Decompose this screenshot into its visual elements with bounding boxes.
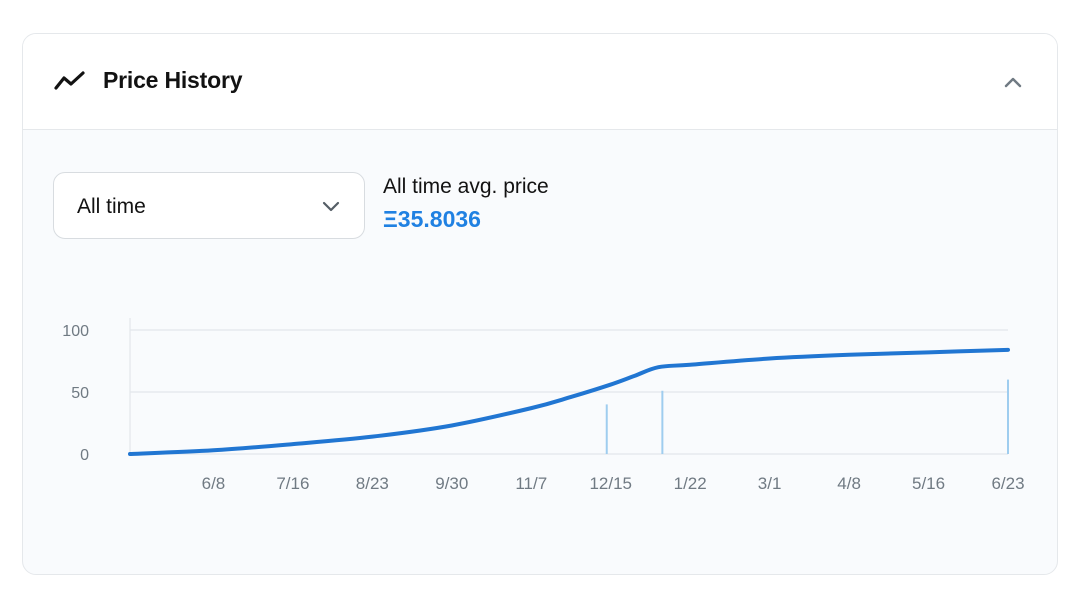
chevron-down-icon (322, 201, 340, 212)
time-range-value: All time (77, 195, 146, 218)
x-tick-label: 6/23 (991, 474, 1024, 493)
trend-line-icon (54, 71, 85, 90)
avg-price-label: All time avg. price (383, 175, 549, 198)
x-tick-label: 4/8 (837, 474, 861, 493)
avg-price-value: Ξ35.8036 (383, 206, 481, 232)
x-tick-label: 12/15 (589, 474, 632, 493)
collapse-button[interactable] (999, 68, 1027, 96)
y-tick-label: 100 (62, 323, 89, 340)
y-tick-label: 0 (80, 447, 89, 464)
card-title: Price History (103, 67, 243, 93)
x-tick-label: 8/23 (356, 474, 389, 493)
x-tick-label: 6/8 (202, 474, 226, 493)
chevron-up-icon (1004, 77, 1022, 88)
x-tick-label: 3/1 (758, 474, 782, 493)
x-tick-label: 11/7 (515, 474, 547, 493)
price-history-card: Price History 0 50 100 6/8 7/16 8/23 9/30 11/7 1… (22, 33, 1058, 575)
x-tick-label: 5/16 (912, 474, 945, 493)
y-tick-label: 50 (71, 385, 89, 402)
time-range-select[interactable]: All time (53, 172, 365, 239)
price-line (128, 347, 1010, 456)
x-tick-label: 1/22 (674, 474, 707, 493)
x-tick-label: 9/30 (435, 474, 468, 493)
price-chart: 0 50 100 6/8 7/16 8/23 9/30 11/7 12/15 1/22 3/1 4/8… (62, 318, 1025, 493)
x-tick-label: 7/16 (276, 474, 309, 493)
card-header[interactable]: Price History (23, 34, 1057, 130)
